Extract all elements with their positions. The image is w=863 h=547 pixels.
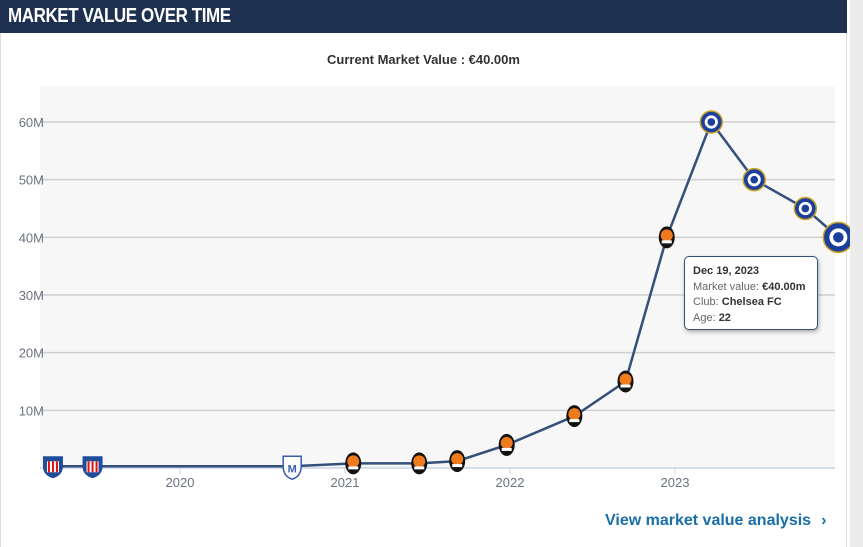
tooltip-club: Chelsea FC [721, 296, 782, 308]
tooltip-mv: €40.00m [762, 280, 806, 293]
chevron-right-icon: › [821, 512, 827, 529]
data-point-chelsea-crest [822, 221, 850, 254]
x-tick-label: 2023 [661, 475, 690, 490]
link-label: View market value analysis [605, 512, 812, 529]
data-point-shakhtar-crest [658, 226, 675, 249]
panel-border [0, 33, 847, 547]
y-tick-label: 40M [19, 230, 44, 245]
y-tick-label: 10M [19, 403, 44, 418]
data-point-mariupol-crest: M [282, 455, 302, 481]
data-point-chelsea-crest [793, 196, 818, 221]
data-point-shakhtar-crest [566, 405, 583, 428]
tooltip-age: 22 [718, 311, 731, 324]
current-market-value: Current Market Value : €40.00m [327, 52, 520, 67]
x-tick-label: 2021 [331, 475, 360, 490]
x-tick-label: 2020 [166, 475, 195, 490]
data-point-shakhtar-crest [449, 450, 466, 473]
data-point-shakhtar-crest [498, 433, 515, 456]
data-point-chelsea-crest [699, 110, 724, 134]
tooltip-age-label: Age: [693, 311, 719, 324]
scrollbar[interactable] [850, 0, 863, 547]
y-tick-label: 30M [19, 288, 44, 303]
data-point-shakhtar-crest [345, 452, 362, 475]
market-value-line [52, 119, 840, 468]
market-value-chart: 10M 20M 30M 40M 50M 60M 2020 2021 2022 2023 M [18, 110, 850, 490]
y-tick-label: 50M [19, 173, 44, 188]
svg-text:M: M [288, 463, 297, 475]
tooltip-mv-label: Market value: [693, 280, 763, 293]
data-point-shakhtar-crest [617, 370, 634, 393]
view-market-value-analysis-link[interactable]: View market value analysis › [605, 512, 826, 530]
data-point-sunderland-style-crest [82, 456, 103, 479]
data-point-shakhtar-crest [411, 452, 428, 475]
data-point-sunderland-style-crest [42, 456, 63, 479]
chart-tooltip: Dec 19, 2023 Market value: €40.00m Club:… [684, 256, 818, 330]
data-point-chelsea-crest [742, 167, 766, 192]
section-title: MARKET VALUE OVER TIME [8, 5, 231, 27]
y-tick-label: 20M [19, 346, 44, 361]
tooltip-club-label: Club: [693, 296, 722, 308]
section-header: MARKET VALUE OVER TIME [0, 0, 847, 33]
y-tick-label: 60M [19, 115, 44, 130]
tooltip-date: Dec 19, 2023 [693, 265, 760, 277]
x-tick-label: 2022 [496, 475, 525, 490]
